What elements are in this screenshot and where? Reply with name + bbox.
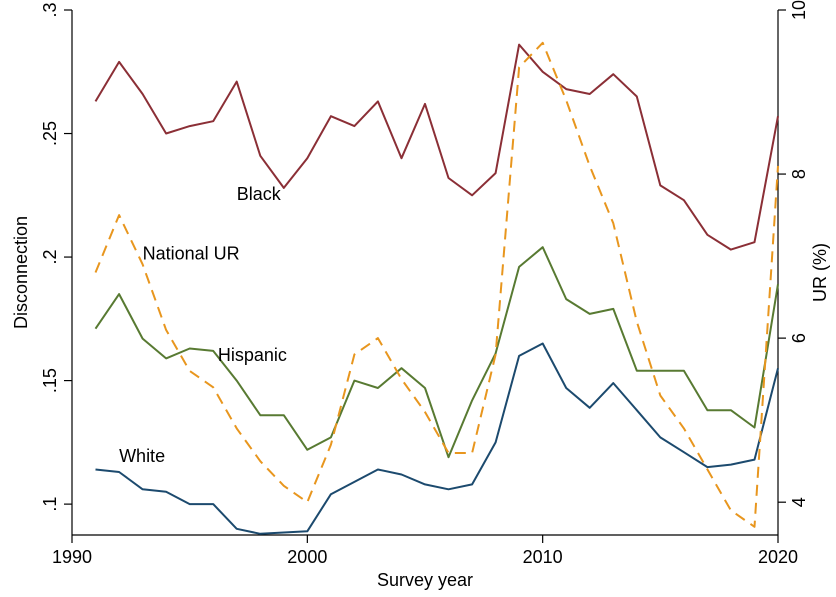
plot-frame xyxy=(71,10,779,536)
right-axis: 4 6 8 10 xyxy=(778,0,809,507)
x-tick-label: 2010 xyxy=(523,547,563,567)
left-axis: .1 .15 .2 .25 .3 xyxy=(40,2,72,512)
series-line-black xyxy=(94,43,779,251)
series-line-national-ur xyxy=(94,41,779,528)
series-label-black: Black xyxy=(237,184,282,204)
x-axis-title: Survey year xyxy=(377,570,473,590)
series-label-white: White xyxy=(119,446,165,466)
y2-tick-label: 4 xyxy=(789,497,809,507)
y-tick-label: .3 xyxy=(40,2,60,17)
x-tick-label: 1990 xyxy=(52,547,92,567)
y-tick-label: .2 xyxy=(40,250,60,265)
y-axis-title: Disconnection xyxy=(11,216,31,329)
x-axis: 1990 2000 2010 2020 xyxy=(52,535,798,567)
series-label-national-ur: National UR xyxy=(143,244,240,264)
x-tick-label: 2020 xyxy=(758,547,798,567)
series-label-hispanic: Hispanic xyxy=(218,345,287,365)
y2-tick-label: 8 xyxy=(789,169,809,179)
series-line-hispanic xyxy=(94,246,779,459)
series-line-white xyxy=(95,342,779,535)
y-tick-label: .25 xyxy=(40,121,60,146)
x-tick-label: 2000 xyxy=(287,547,327,567)
y2-tick-label: 6 xyxy=(789,333,809,343)
y2-axis-title: UR (%) xyxy=(810,243,830,302)
y-tick-label: .15 xyxy=(40,368,60,393)
y2-tick-label: 10 xyxy=(789,0,809,20)
series-layer xyxy=(94,41,779,535)
y-tick-label: .1 xyxy=(40,497,60,512)
series-labels: Black Hispanic White National UR xyxy=(119,184,287,466)
